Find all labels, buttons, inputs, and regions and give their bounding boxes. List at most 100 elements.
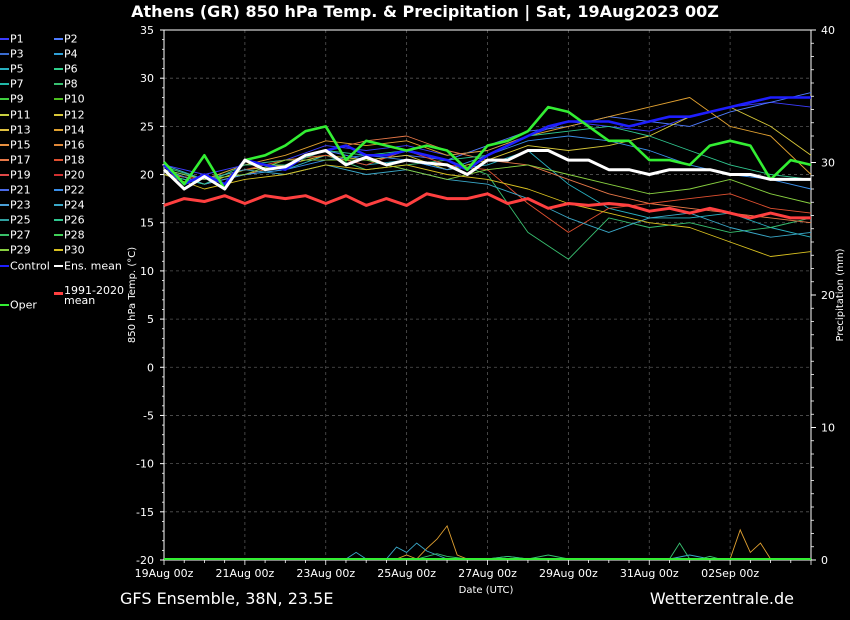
chart-title: Athens (GR) 850 hPa Temp. & Precipitatio…: [131, 2, 719, 21]
legend-swatch: [0, 143, 9, 146]
legend-label: P27: [10, 228, 31, 242]
legend-label: P14: [64, 123, 85, 137]
y2-axis-label: Precipitation (mm): [835, 248, 846, 341]
series-line-1991-2020-mean: [163, 192, 811, 220]
legend-label: Control: [10, 259, 50, 272]
legend-item: P22: [54, 183, 85, 197]
legend-item: P9: [0, 92, 24, 106]
legend-swatch: [0, 53, 9, 56]
x-axis-label: Date (UTC): [459, 585, 514, 596]
legend-swatch: [54, 143, 63, 146]
legend-label: P16: [64, 138, 85, 152]
legend-swatch: [54, 234, 63, 237]
legend-swatch: [54, 204, 63, 207]
legend-label: P10: [64, 92, 85, 106]
legend-swatch: [0, 234, 9, 237]
legend-label: P18: [64, 153, 85, 167]
x-tick-label: 21Aug 00z: [216, 567, 275, 580]
legend-item: P17: [0, 153, 31, 167]
legend-item: Oper: [0, 298, 37, 312]
y-tick-label: 0: [147, 361, 154, 374]
legend-swatch: [54, 98, 63, 101]
legend-label: P6: [64, 62, 78, 76]
legend-swatch: [0, 219, 9, 222]
legend-item: P16: [54, 138, 85, 152]
legend-item: P21: [0, 183, 31, 197]
legend-label: P11: [10, 108, 31, 121]
legend-item: 1991-2020 mean: [54, 284, 124, 307]
legend-swatch: [54, 128, 63, 131]
legend-item: P28: [54, 228, 85, 242]
legend-item: P29: [0, 243, 31, 257]
legend-label: P21: [10, 183, 31, 197]
legend-swatch: [0, 173, 9, 176]
series-line-p14: [163, 97, 812, 180]
series-line-ens-mean: [162, 149, 811, 191]
legend-item: Ens. mean: [54, 259, 122, 272]
series-line-p30: [163, 164, 812, 257]
y2-tick-label: 30: [821, 157, 835, 170]
legend-label: P26: [64, 213, 85, 227]
y-tick-label: 15: [140, 217, 154, 230]
legend-item: P4: [54, 47, 78, 61]
legend-label: P5: [10, 62, 24, 76]
legend-item: P30: [54, 243, 85, 257]
precip-line-p8: [164, 542, 811, 560]
legend-swatch: [54, 219, 63, 222]
legend-label: 1991-2020 mean: [64, 284, 124, 307]
legend-swatch: [54, 113, 63, 116]
legend: P1 P2 P3 P4 P5 P6 P7 P8 P9 P10 P11 P12 P13 P14 P15 P16 P…: [0, 32, 130, 322]
y2-tick-label: 0: [821, 554, 828, 567]
x-tick-label: 19Aug 00z: [135, 567, 194, 580]
legend-swatch: [0, 204, 9, 207]
legend-swatch: [0, 158, 9, 161]
legend-label: P22: [64, 183, 85, 197]
legend-swatch: [54, 68, 63, 71]
legend-label: P17: [10, 153, 31, 167]
legend-swatch: [0, 68, 9, 71]
legend-item: P7: [0, 77, 24, 91]
legend-swatch: [0, 249, 9, 252]
legend-label: P2: [64, 32, 78, 46]
y-tick-label: -20: [136, 554, 154, 567]
legend-swatch: [54, 189, 63, 191]
legend-label: P23: [10, 198, 31, 212]
legend-label: P9: [10, 92, 24, 106]
legend-item: P20: [54, 168, 85, 182]
legend-item: P12: [54, 108, 85, 121]
legend-item: P25: [0, 213, 31, 227]
source-credit: Wetterzentrale.de: [649, 589, 794, 608]
legend-item: P19: [0, 168, 31, 182]
y-tick-label: 20: [140, 169, 154, 182]
x-tick-label: 23Aug 00z: [296, 567, 355, 580]
legend-label: P20: [64, 168, 85, 182]
legend-label: P1: [10, 32, 24, 46]
legend-swatch: [54, 291, 63, 295]
legend-swatch: [54, 83, 63, 86]
legend-swatch: [0, 38, 9, 40]
y-tick-label: 30: [140, 72, 154, 85]
legend-item: P13: [0, 123, 31, 136]
legend-swatch: [54, 38, 63, 40]
legend-item: P11: [0, 108, 31, 121]
legend-label: P19: [10, 168, 31, 182]
y-tick-label: -15: [136, 506, 154, 519]
legend-item: P14: [54, 123, 85, 137]
x-tick-label: 02Sep 00z: [701, 567, 759, 580]
legend-label: P3: [10, 47, 24, 61]
legend-swatch: [54, 264, 63, 267]
y2-tick-label: 20: [821, 289, 835, 302]
legend-item: P18: [54, 153, 85, 167]
legend-swatch: [0, 264, 9, 267]
x-tick-label: 29Aug 00z: [539, 567, 598, 580]
legend-item: P15: [0, 138, 31, 151]
legend-label: P12: [64, 108, 85, 121]
series-line-p29: [163, 159, 812, 204]
series-line-control: [163, 96, 811, 186]
x-tick-label: 31Aug 00z: [620, 567, 679, 580]
legend-label: Ens. mean: [64, 259, 122, 272]
x-tick-label: 25Aug 00z: [377, 567, 436, 580]
series-line-p24: [163, 164, 812, 238]
legend-swatch: [54, 53, 63, 56]
